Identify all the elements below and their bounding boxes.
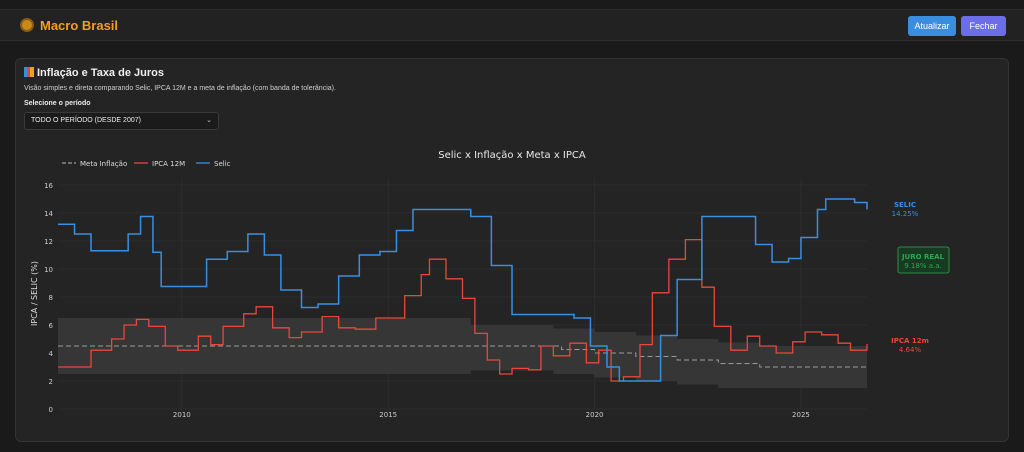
- legend-label: Meta Inflação: [80, 160, 127, 168]
- ipca-annotation-label: IPCA 12m: [891, 337, 929, 345]
- tolerance-band: [58, 318, 867, 388]
- x-tick-label: 2015: [379, 411, 397, 419]
- top-bar: Macro Brasil Atualizar Fechar: [0, 9, 1024, 41]
- selic-series-line: [58, 198, 868, 382]
- y-tick-label: 0: [49, 406, 53, 414]
- close-button[interactable]: Fechar: [961, 16, 1006, 36]
- shield-logo-icon: [20, 18, 34, 32]
- juro-real-label: JURO REAL: [901, 253, 945, 261]
- panel-description: Visão simples e direta comparando Selic,…: [24, 85, 336, 92]
- juro-real-value: 9.18% a.a.: [904, 262, 942, 270]
- meta-series-line: [58, 345, 867, 368]
- period-label: Selecione o período: [24, 100, 91, 107]
- chart-title: Selic x Inflação x Meta x IPCA: [438, 150, 586, 161]
- y-tick-label: 2: [49, 378, 53, 386]
- legend-label: Selic: [214, 160, 231, 168]
- chart-icon: [24, 67, 34, 77]
- y-tick-label: 8: [49, 294, 53, 302]
- ipca-series-line: [58, 238, 868, 382]
- y-tick-label: 12: [44, 238, 53, 246]
- selic-annotation-value: 14.25%: [892, 210, 919, 218]
- y-tick-label: 16: [44, 182, 53, 190]
- y-tick-label: 14: [44, 210, 53, 218]
- selic-annotation-label: SELIC: [894, 201, 916, 209]
- y-axis-label: IPCA / SELIC (%): [30, 261, 39, 326]
- refresh-button[interactable]: Atualizar: [908, 16, 956, 36]
- x-tick-label: 2010: [173, 411, 191, 419]
- legend-label: IPCA 12M: [152, 160, 185, 168]
- y-tick-label: 4: [49, 350, 54, 358]
- panel-title: Inflação e Taxa de Juros: [24, 67, 164, 79]
- juro-real-box: [897, 246, 950, 274]
- period-select-value: TODO O PERÍODO (DESDE 2007): [31, 117, 141, 124]
- x-tick-label: 2025: [792, 411, 810, 419]
- y-tick-label: 10: [44, 266, 53, 274]
- period-select[interactable]: TODO O PERÍODO (DESDE 2007) ⌄: [24, 112, 219, 130]
- x-tick-label: 2020: [586, 411, 604, 419]
- chevron-down-icon: ⌄: [206, 117, 212, 124]
- panel-title-text: Inflação e Taxa de Juros: [37, 67, 164, 79]
- app-brand: Macro Brasil: [40, 18, 119, 33]
- ipca-annotation-value: 4.64%: [899, 346, 922, 354]
- y-tick-label: 6: [49, 322, 54, 330]
